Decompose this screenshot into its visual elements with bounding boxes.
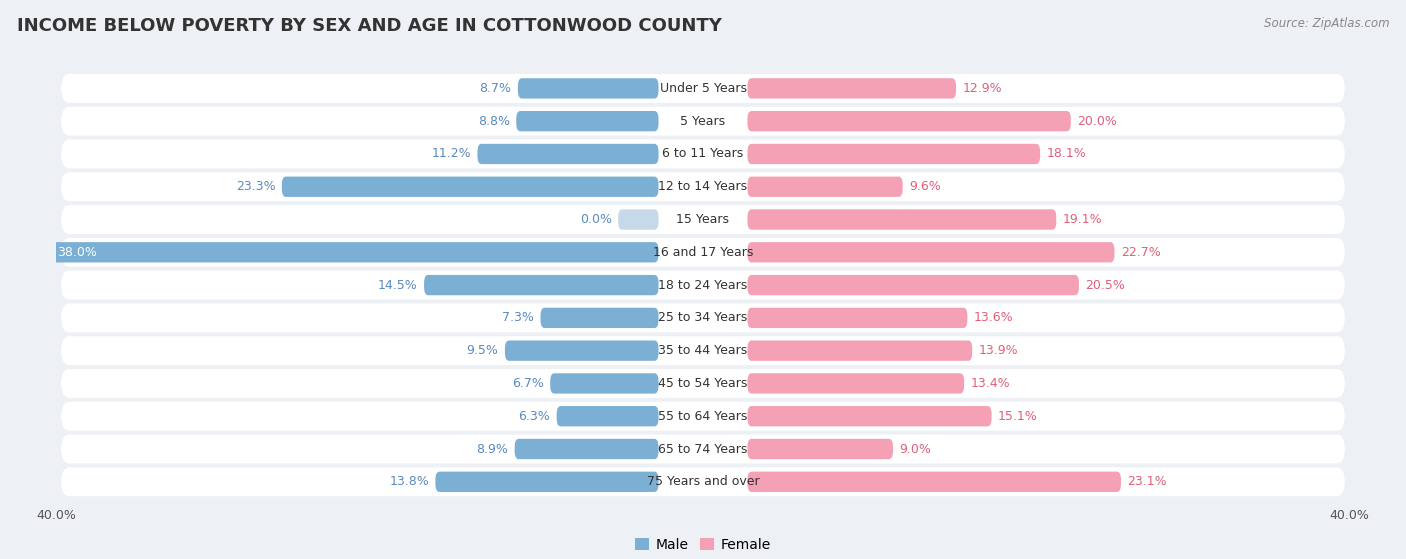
FancyBboxPatch shape [60,304,1346,332]
FancyBboxPatch shape [60,402,1346,430]
FancyBboxPatch shape [557,406,658,427]
FancyBboxPatch shape [60,369,1346,398]
FancyBboxPatch shape [748,307,967,328]
Text: 13.8%: 13.8% [389,475,429,489]
FancyBboxPatch shape [425,275,658,295]
Text: 13.9%: 13.9% [979,344,1018,357]
FancyBboxPatch shape [60,467,1346,496]
Text: 11.2%: 11.2% [432,148,471,160]
Text: 55 to 64 Years: 55 to 64 Years [658,410,748,423]
Text: 75 Years and over: 75 Years and over [647,475,759,489]
Text: 13.6%: 13.6% [974,311,1014,324]
Text: 45 to 54 Years: 45 to 54 Years [658,377,748,390]
FancyBboxPatch shape [748,275,1078,295]
FancyBboxPatch shape [748,242,1115,263]
FancyBboxPatch shape [60,434,1346,463]
Text: 7.3%: 7.3% [502,311,534,324]
Text: 65 to 74 Years: 65 to 74 Years [658,443,748,456]
Text: 6.3%: 6.3% [519,410,550,423]
FancyBboxPatch shape [60,140,1346,168]
FancyBboxPatch shape [436,472,658,492]
Text: 8.7%: 8.7% [479,82,512,95]
Legend: Male, Female: Male, Female [630,532,776,557]
Text: Under 5 Years: Under 5 Years [659,82,747,95]
Text: 35 to 44 Years: 35 to 44 Years [658,344,748,357]
Text: Source: ZipAtlas.com: Source: ZipAtlas.com [1264,17,1389,30]
Text: INCOME BELOW POVERTY BY SEX AND AGE IN COTTONWOOD COUNTY: INCOME BELOW POVERTY BY SEX AND AGE IN C… [17,17,721,35]
FancyBboxPatch shape [748,373,965,394]
FancyBboxPatch shape [748,472,1121,492]
FancyBboxPatch shape [60,205,1346,234]
Text: 16 and 17 Years: 16 and 17 Years [652,246,754,259]
Text: 8.9%: 8.9% [477,443,508,456]
FancyBboxPatch shape [748,177,903,197]
Text: 6 to 11 Years: 6 to 11 Years [662,148,744,160]
FancyBboxPatch shape [748,340,972,361]
Text: 22.7%: 22.7% [1121,246,1161,259]
FancyBboxPatch shape [748,144,1040,164]
Text: 18 to 24 Years: 18 to 24 Years [658,278,748,292]
Text: 6.7%: 6.7% [512,377,544,390]
FancyBboxPatch shape [748,406,991,427]
Text: 9.0%: 9.0% [900,443,931,456]
FancyBboxPatch shape [60,336,1346,365]
FancyBboxPatch shape [60,107,1346,136]
Text: 9.6%: 9.6% [910,180,941,193]
Text: 25 to 34 Years: 25 to 34 Years [658,311,748,324]
Text: 20.5%: 20.5% [1085,278,1125,292]
Text: 15.1%: 15.1% [998,410,1038,423]
FancyBboxPatch shape [60,238,1346,267]
FancyBboxPatch shape [619,210,658,230]
Text: 19.1%: 19.1% [1063,213,1102,226]
FancyBboxPatch shape [516,111,658,131]
Text: 15 Years: 15 Years [676,213,730,226]
Text: 5 Years: 5 Years [681,115,725,127]
Text: 0.0%: 0.0% [579,213,612,226]
Text: 38.0%: 38.0% [58,246,97,259]
FancyBboxPatch shape [748,439,893,459]
Text: 9.5%: 9.5% [467,344,499,357]
FancyBboxPatch shape [550,373,658,394]
FancyBboxPatch shape [60,172,1346,201]
FancyBboxPatch shape [60,74,1346,103]
Text: 14.5%: 14.5% [378,278,418,292]
FancyBboxPatch shape [505,340,658,361]
FancyBboxPatch shape [748,111,1071,131]
Text: 12 to 14 Years: 12 to 14 Years [658,180,748,193]
FancyBboxPatch shape [60,271,1346,300]
FancyBboxPatch shape [540,307,658,328]
Text: 12.9%: 12.9% [963,82,1002,95]
FancyBboxPatch shape [478,144,658,164]
FancyBboxPatch shape [748,78,956,98]
Text: 18.1%: 18.1% [1046,148,1087,160]
FancyBboxPatch shape [517,78,658,98]
FancyBboxPatch shape [281,177,658,197]
Text: 23.3%: 23.3% [236,180,276,193]
Text: 20.0%: 20.0% [1077,115,1118,127]
Text: 8.8%: 8.8% [478,115,510,127]
FancyBboxPatch shape [748,210,1056,230]
Text: 13.4%: 13.4% [970,377,1011,390]
FancyBboxPatch shape [44,242,658,263]
FancyBboxPatch shape [515,439,658,459]
Text: 23.1%: 23.1% [1128,475,1167,489]
